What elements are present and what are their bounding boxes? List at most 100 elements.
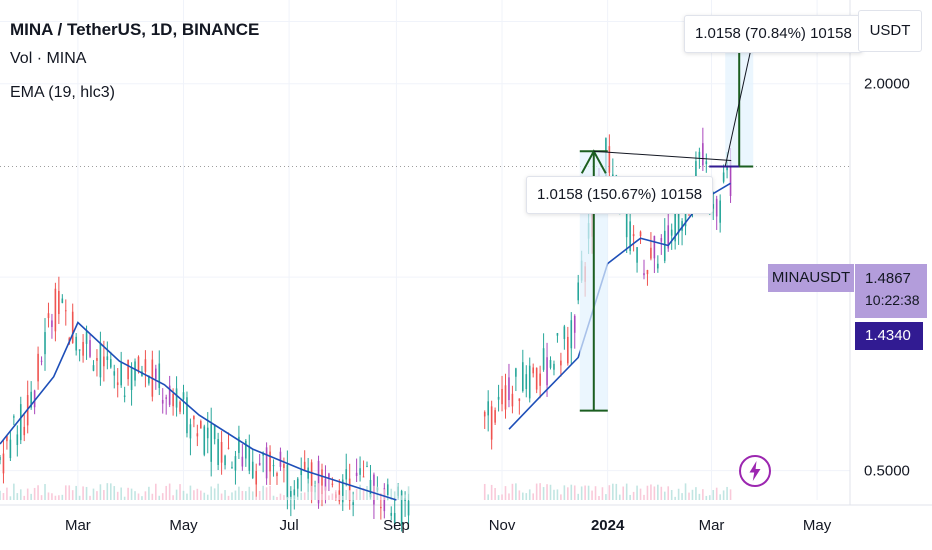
candle-body (573, 315, 576, 333)
volume-bar (58, 495, 60, 500)
volume-bar (182, 490, 185, 500)
volume-bar (570, 484, 573, 500)
candle-body (608, 146, 611, 173)
x-tick-label: May (803, 517, 832, 534)
candle-body (663, 230, 666, 261)
volume-bar (715, 487, 718, 500)
volume-bar (407, 486, 410, 500)
volume-bar (272, 495, 275, 500)
candle-body (657, 263, 659, 269)
measure-callout-2[interactable]: 1.0158 (70.84%) 10158 (684, 15, 863, 53)
volume-bar (75, 485, 77, 500)
candle-body (359, 468, 361, 475)
candle-body (269, 451, 271, 472)
candle-body (556, 333, 559, 336)
volume-bar (200, 490, 202, 500)
x-tick-label: Sep (383, 517, 410, 534)
volume-bar (158, 495, 161, 500)
volume-bar (251, 491, 254, 500)
volume-bar (321, 485, 323, 500)
volume-bar (539, 483, 541, 500)
volume-bar (587, 485, 590, 500)
volume-bar (258, 490, 261, 500)
volume-bar (290, 496, 292, 500)
volume-bar (532, 493, 534, 500)
volume-bar (331, 493, 334, 500)
volume-bar (508, 493, 510, 500)
volume-bar (650, 484, 652, 500)
volume-bar (23, 495, 26, 500)
candle-body (504, 385, 507, 410)
volume-bar (279, 493, 282, 500)
volume-bar (9, 496, 12, 500)
volume-bar (189, 485, 192, 500)
volume-bar (515, 483, 517, 500)
volume-bar (390, 488, 393, 500)
candle-body (348, 478, 351, 501)
candle-body (213, 424, 216, 440)
candle-body (134, 361, 136, 381)
volume-bar (535, 483, 538, 500)
symbol-title[interactable]: MINA / TetherUS, 1D, BINANCE (10, 20, 260, 39)
volume-bar (317, 483, 320, 500)
candle-body (497, 396, 500, 400)
candle-body (390, 512, 393, 516)
candle-body (137, 356, 140, 371)
lightning-bolt-icon[interactable] (739, 455, 771, 487)
volume-bar (549, 484, 552, 500)
ema-line (0, 321, 397, 501)
volume-bar (175, 489, 178, 500)
volume-bar (591, 490, 593, 500)
candle-body (113, 371, 116, 376)
volume-bar (40, 495, 43, 500)
currency-unit-button[interactable]: USDT (858, 10, 922, 52)
candle-body (567, 336, 569, 364)
volume-bar (137, 493, 140, 500)
volume-bar (362, 488, 365, 500)
volume-bar (601, 487, 604, 500)
candle-body (702, 143, 704, 166)
volume-bar (310, 485, 313, 500)
candle-body (362, 476, 365, 478)
volume-bar (563, 485, 566, 500)
candle-body (13, 416, 15, 418)
volume-indicator-label[interactable]: Vol · MINA (10, 50, 87, 67)
candle-body (58, 290, 60, 315)
candle-body (224, 455, 226, 466)
candle-body (355, 472, 358, 477)
volume-bar (245, 491, 247, 500)
volume-bar (78, 495, 81, 500)
volume-bar (314, 484, 316, 500)
volume-bar (224, 490, 226, 500)
ema-indicator-label[interactable]: EMA (19, hlc3) (10, 84, 115, 101)
candle-body (206, 427, 209, 439)
candle-body (684, 211, 687, 227)
candle-body (241, 456, 244, 467)
candle-body (345, 469, 348, 480)
measure-callout-1[interactable]: 1.0158 (150.67%) 10158 (526, 176, 714, 214)
candle-body (625, 212, 628, 238)
volume-bar (553, 489, 555, 500)
candle-body (196, 433, 199, 437)
volume-bar (348, 490, 351, 500)
volume-bar (528, 489, 531, 500)
volume-bar (293, 495, 296, 500)
candle-body (2, 453, 5, 474)
candle-body (0, 456, 1, 461)
candle-body (393, 512, 396, 524)
candle-body (643, 273, 645, 276)
candle-body (525, 374, 528, 390)
trend-line-steep (724, 38, 754, 167)
volume-bar (238, 486, 240, 500)
candle-body (189, 424, 192, 439)
volume-bar (580, 486, 583, 500)
candle-body (120, 362, 122, 386)
volume-bar (30, 493, 32, 500)
candle-body (179, 401, 181, 412)
candle-body (636, 247, 638, 263)
candle-body (660, 238, 663, 242)
candle-body (161, 399, 164, 404)
candle-body (324, 478, 327, 491)
volume-bar (341, 495, 344, 500)
candle-body (283, 464, 285, 468)
